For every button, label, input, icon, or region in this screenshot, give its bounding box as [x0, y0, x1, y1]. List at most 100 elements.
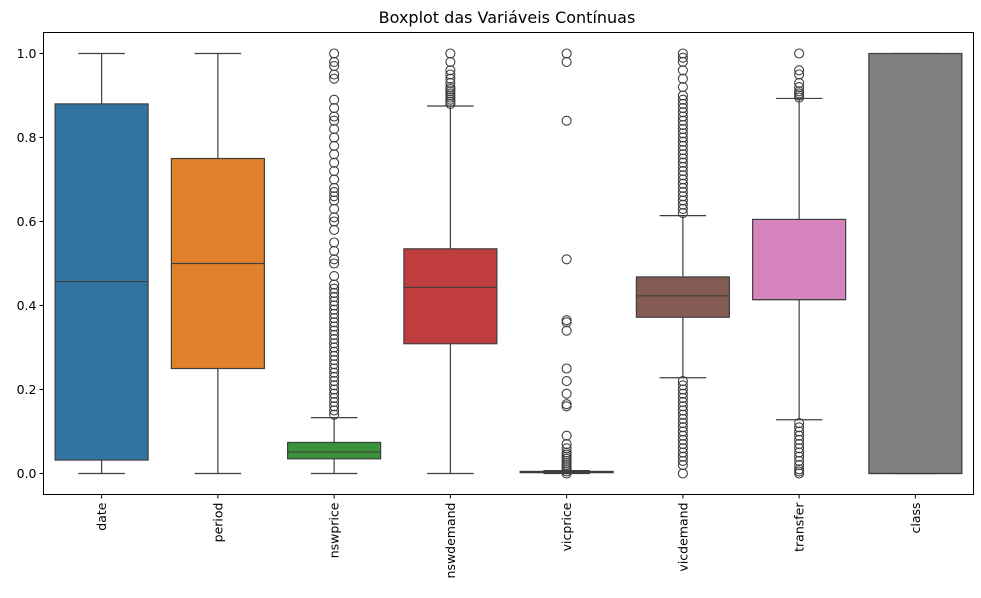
outlier-point — [677, 401, 688, 412]
outlier-point — [445, 82, 456, 93]
outlier-point — [677, 182, 688, 193]
outlier-point — [677, 439, 688, 450]
outlier-point — [677, 418, 688, 429]
outlier-point — [794, 443, 805, 454]
outlier-point — [677, 90, 688, 101]
outlier-point — [329, 287, 340, 298]
outlier-point — [561, 315, 572, 326]
outlier-point — [329, 149, 340, 160]
outlier-point — [329, 313, 340, 324]
box-nswprice — [287, 441, 382, 460]
outlier-point — [329, 254, 340, 265]
y-tick-label: 0.0 — [17, 466, 37, 481]
outlier-point — [794, 455, 805, 466]
outlier-point — [329, 300, 340, 311]
box-group-nswprice — [287, 48, 382, 475]
outlier-point — [677, 380, 688, 391]
outlier-point — [329, 69, 340, 80]
outlier-point — [677, 153, 688, 164]
box-group-class — [868, 52, 963, 475]
y-tick-label: 0.6 — [17, 214, 37, 229]
outlier-point — [677, 426, 688, 437]
outlier-point — [329, 224, 340, 235]
y-tick-label: 1.0 — [17, 46, 37, 61]
x-tick-label-class: class — [908, 503, 923, 534]
outlier-point — [561, 115, 572, 126]
outlier-point — [329, 61, 340, 72]
x-axis: date period nswprice nswdemand vicprice vicde… — [94, 494, 923, 578]
outlier-point — [794, 447, 805, 458]
outlier-point — [329, 371, 340, 382]
outlier-point — [677, 460, 688, 471]
outlier-point — [561, 399, 572, 410]
outlier-point — [677, 187, 688, 198]
outlier-point — [561, 363, 572, 374]
outlier-point — [677, 48, 688, 59]
outlier-point — [677, 384, 688, 395]
outlier-point — [677, 409, 688, 420]
outlier-point — [329, 376, 340, 387]
box-transfer — [752, 218, 847, 301]
outlier-point — [677, 451, 688, 462]
outlier-point — [677, 174, 688, 185]
outlier-point — [329, 355, 340, 366]
outlier-point — [445, 48, 456, 59]
outlier-point — [329, 308, 340, 319]
outlier-point — [677, 166, 688, 177]
outlier-point — [677, 203, 688, 214]
y-tick-label: 0.8 — [17, 130, 37, 145]
outlier-point — [329, 405, 340, 416]
outlier-point — [329, 132, 340, 143]
outlier-point — [794, 69, 805, 80]
outlier-point — [677, 115, 688, 126]
outlier-point — [677, 107, 688, 118]
outlier-point — [677, 447, 688, 458]
outlier-point — [677, 111, 688, 122]
outlier-point — [561, 443, 572, 454]
outlier-point — [677, 191, 688, 202]
outlier-point — [677, 103, 688, 114]
outlier-point — [329, 140, 340, 151]
outlier-point — [561, 254, 572, 265]
outlier-point — [329, 191, 340, 202]
outlier-point — [329, 73, 340, 84]
outlier-point — [794, 65, 805, 76]
outlier-point — [677, 392, 688, 403]
outlier-point — [561, 439, 572, 450]
outlier-point — [329, 384, 340, 395]
y-tick-label: 0.2 — [17, 382, 37, 397]
y-axis: 0.0 0.2 0.4 0.6 0.8 1.0 — [17, 46, 44, 481]
x-tick-label-date: date — [94, 502, 109, 530]
outlier-point — [677, 56, 688, 67]
outlier-point — [677, 455, 688, 466]
outlier-point — [794, 434, 805, 445]
outlier-point — [329, 124, 340, 135]
outlier-point — [329, 388, 340, 399]
box-class — [868, 52, 963, 475]
outlier-point — [677, 124, 688, 135]
box-group-vicprice — [519, 48, 614, 479]
outlier-point — [677, 52, 688, 63]
outlier-point — [677, 208, 688, 219]
outlier-point — [329, 334, 340, 345]
outlier-point — [329, 392, 340, 403]
outlier-point — [561, 56, 572, 67]
x-tick-label-vicprice: vicprice — [559, 502, 574, 551]
outlier-point — [677, 376, 688, 387]
outlier-point — [329, 321, 340, 332]
y-tick-label: 0.4 — [17, 298, 37, 313]
outlier-point — [794, 451, 805, 462]
outlier-point — [329, 329, 340, 340]
outlier-point — [329, 94, 340, 105]
outlier-point — [329, 304, 340, 315]
outlier-point — [329, 338, 340, 349]
box-nswdemand — [403, 248, 498, 345]
outlier-point — [561, 388, 572, 399]
outlier-point — [329, 258, 340, 269]
outlier-point — [677, 149, 688, 160]
outlier-point — [677, 140, 688, 151]
outlier-point — [445, 65, 456, 76]
outlier-point — [677, 388, 688, 399]
outlier-point — [561, 325, 572, 336]
